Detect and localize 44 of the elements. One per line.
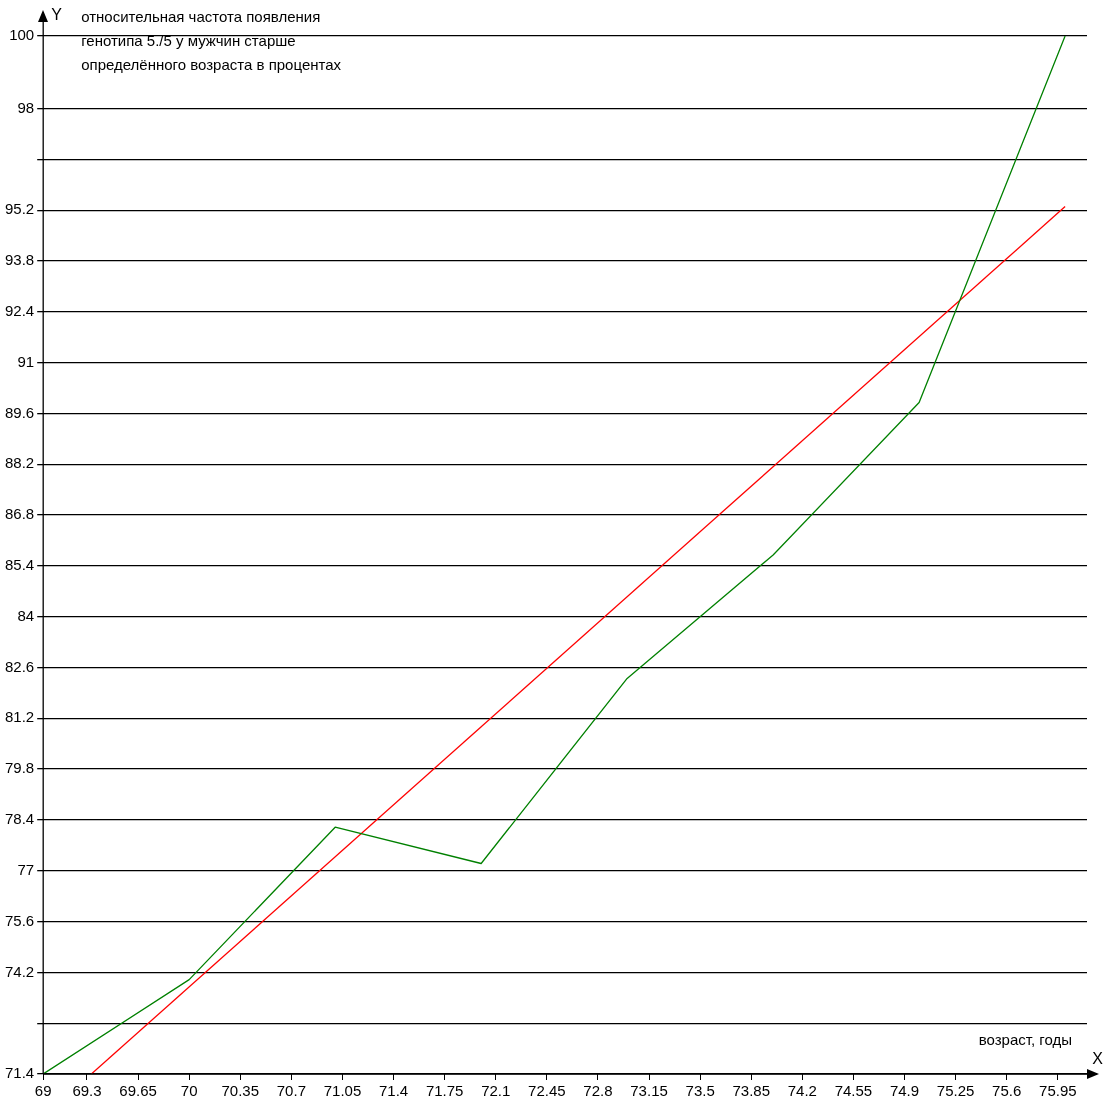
y-tick-label: 75.6 [4,911,35,929]
y-axis-title: Y [51,6,63,24]
y-tick-label: 79.8 [4,759,35,777]
y-tick-label: 82.6 [4,657,35,675]
x-tick-label: 73.15 [630,1082,668,1100]
x-tick-label: 70.7 [276,1082,306,1100]
y-tick-label: 81.2 [4,708,35,726]
x-tick-label: 71.05 [323,1082,362,1100]
y-tick-label: 77 [17,860,35,878]
x-tick-label: 72.45 [528,1082,566,1100]
x-tick-label: 74.9 [889,1082,920,1100]
x-tick-label: 75.6 [992,1082,1022,1100]
chart-title: относительная частота появления генотипа 5./5 у мужчин старше определённого возраста в процентах [81,7,342,73]
y-tick-label: 91 [17,352,35,370]
x-axis-title: X [1092,1050,1104,1068]
y-tick-label: 95.2 [4,200,35,218]
y-tick-label: 88.2 [4,454,35,472]
x-tick-label: 75.95 [1039,1082,1077,1100]
y-tick-label: 98 [17,98,35,116]
x-tick-label: 72.8 [583,1082,613,1100]
annotation: возраст, годы [978,1030,1072,1048]
x-tick-label: 72.1 [481,1082,511,1100]
y-tick-label: 84 [17,606,35,624]
y-tick-label: 85.4 [4,556,35,574]
x-tick-label: 73.5 [685,1082,715,1100]
x-tick-label: 70 [180,1082,198,1100]
y-tick-label: 74.2 [4,962,35,980]
y-tick-label: 86.8 [4,505,35,523]
x-tick-label: 74.55 [834,1082,873,1100]
y-tick-label: 78.4 [4,810,35,828]
x-tick-label: 70.35 [221,1082,260,1100]
y-tick-label: 92.4 [4,301,35,319]
x-tick-label: 71.4 [378,1082,409,1100]
x-tick-label: 69.3 [72,1082,102,1100]
y-tick-label: 71.4 [4,1064,35,1082]
x-tick-label: 74.2 [787,1082,817,1100]
x-tick-label: 73.85 [732,1082,770,1100]
x-tick-label: 71.75 [425,1082,464,1100]
y-tick-label: 93.8 [4,251,35,269]
y-tick-label: 89.6 [4,403,35,421]
x-tick-label: 69.65 [119,1082,157,1100]
x-tick-label: 75.25 [936,1082,975,1100]
x-tick-label: 69 [34,1082,52,1100]
y-tick-label: 100 [9,26,35,44]
